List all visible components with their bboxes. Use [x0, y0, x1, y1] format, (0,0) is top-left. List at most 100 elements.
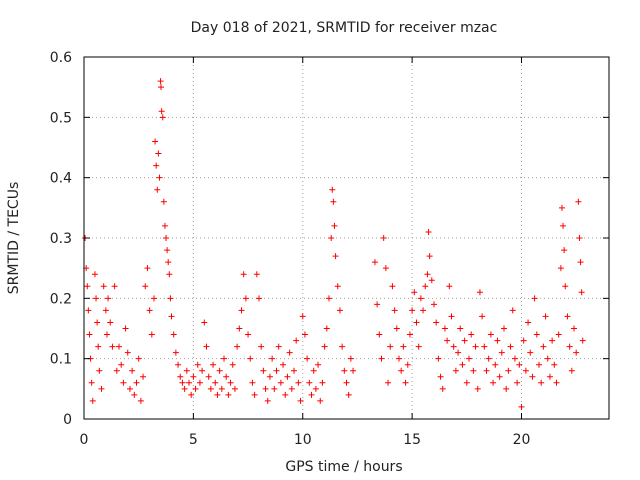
- grid-lines: [84, 57, 609, 419]
- data-point: [470, 367, 477, 374]
- data-point: [406, 331, 413, 338]
- data-point: [459, 361, 466, 368]
- data-point: [380, 235, 387, 241]
- data-point: [295, 379, 302, 386]
- data-point: [100, 283, 107, 290]
- data-point: [297, 397, 304, 404]
- y-tick-label: 0.1: [50, 352, 72, 368]
- data-point: [415, 343, 422, 350]
- data-point: [216, 367, 223, 374]
- data-point: [135, 355, 142, 362]
- data-point: [400, 343, 407, 350]
- data-point: [85, 307, 92, 314]
- data-point: [144, 265, 151, 272]
- data-point: [374, 301, 381, 308]
- data-point: [466, 355, 472, 362]
- x-axis-label: GPS time / hours: [285, 459, 402, 475]
- x-tick-label: 20: [513, 432, 531, 448]
- data-point: [140, 373, 147, 380]
- data-point: [533, 331, 540, 338]
- data-point: [326, 295, 332, 302]
- data-point: [223, 373, 230, 380]
- data-point: [525, 319, 532, 326]
- data-point: [249, 379, 256, 386]
- data-point: [159, 114, 166, 121]
- data-point: [529, 373, 536, 380]
- data-point: [167, 295, 174, 302]
- data-point: [301, 331, 308, 338]
- data-point: [540, 343, 547, 350]
- data-point: [175, 361, 182, 368]
- y-tick-label: 0: [63, 412, 72, 428]
- data-point: [382, 265, 389, 272]
- data-point: [487, 331, 494, 338]
- data-point: [520, 337, 527, 344]
- data-point: [516, 361, 523, 368]
- data-point: [505, 367, 512, 374]
- data-point: [151, 295, 157, 302]
- data-point: [95, 343, 102, 350]
- data-point: [158, 108, 165, 115]
- data-point: [555, 331, 562, 338]
- data-point: [271, 385, 278, 392]
- data-point: [441, 325, 448, 332]
- data-point: [402, 379, 409, 386]
- data-point: [247, 355, 254, 362]
- data-point: [273, 367, 280, 374]
- y-tick-label: 0.5: [50, 110, 72, 126]
- data-point: [152, 138, 159, 145]
- data-point: [566, 343, 573, 350]
- data-point: [111, 283, 118, 290]
- data-point: [225, 391, 232, 398]
- data-points: [82, 78, 586, 410]
- data-point: [371, 259, 378, 266]
- data-point: [238, 307, 245, 314]
- data-point: [277, 379, 284, 386]
- data-point: [514, 379, 521, 386]
- data-point: [463, 379, 470, 386]
- data-point: [481, 343, 488, 350]
- data-point: [391, 307, 398, 314]
- data-point: [240, 271, 247, 278]
- data-point: [293, 337, 300, 344]
- data-point: [398, 367, 405, 374]
- data-point: [234, 343, 241, 350]
- data-point: [163, 235, 170, 241]
- data-point: [142, 283, 149, 290]
- data-point: [126, 385, 133, 392]
- x-tick-label: 0: [80, 432, 89, 448]
- data-point: [129, 367, 136, 374]
- data-point: [413, 319, 420, 326]
- data-point: [544, 355, 551, 362]
- data-point: [118, 361, 125, 368]
- data-point: [227, 379, 234, 386]
- data-point: [205, 373, 212, 380]
- data-point: [317, 397, 324, 404]
- data-point: [245, 331, 252, 338]
- data-point: [323, 325, 330, 332]
- data-point: [428, 277, 435, 284]
- data-point: [393, 325, 400, 332]
- data-point: [168, 313, 175, 320]
- x-tick-label: 10: [294, 432, 312, 448]
- data-point: [503, 385, 510, 392]
- data-point: [93, 295, 100, 302]
- data-point: [560, 222, 567, 229]
- data-point: [494, 337, 501, 344]
- data-point: [282, 391, 289, 398]
- data-point: [84, 283, 91, 290]
- data-point: [339, 343, 346, 350]
- data-point: [435, 355, 442, 362]
- data-point: [94, 319, 101, 326]
- data-point: [450, 343, 457, 350]
- data-point: [288, 385, 295, 392]
- data-point: [571, 325, 577, 332]
- data-point: [109, 343, 116, 350]
- y-tick-label: 0.4: [50, 171, 72, 187]
- data-point: [509, 307, 516, 314]
- data-point: [350, 367, 357, 374]
- data-point: [334, 283, 341, 290]
- data-point: [564, 313, 571, 320]
- data-point: [578, 289, 585, 296]
- data-point: [404, 361, 411, 368]
